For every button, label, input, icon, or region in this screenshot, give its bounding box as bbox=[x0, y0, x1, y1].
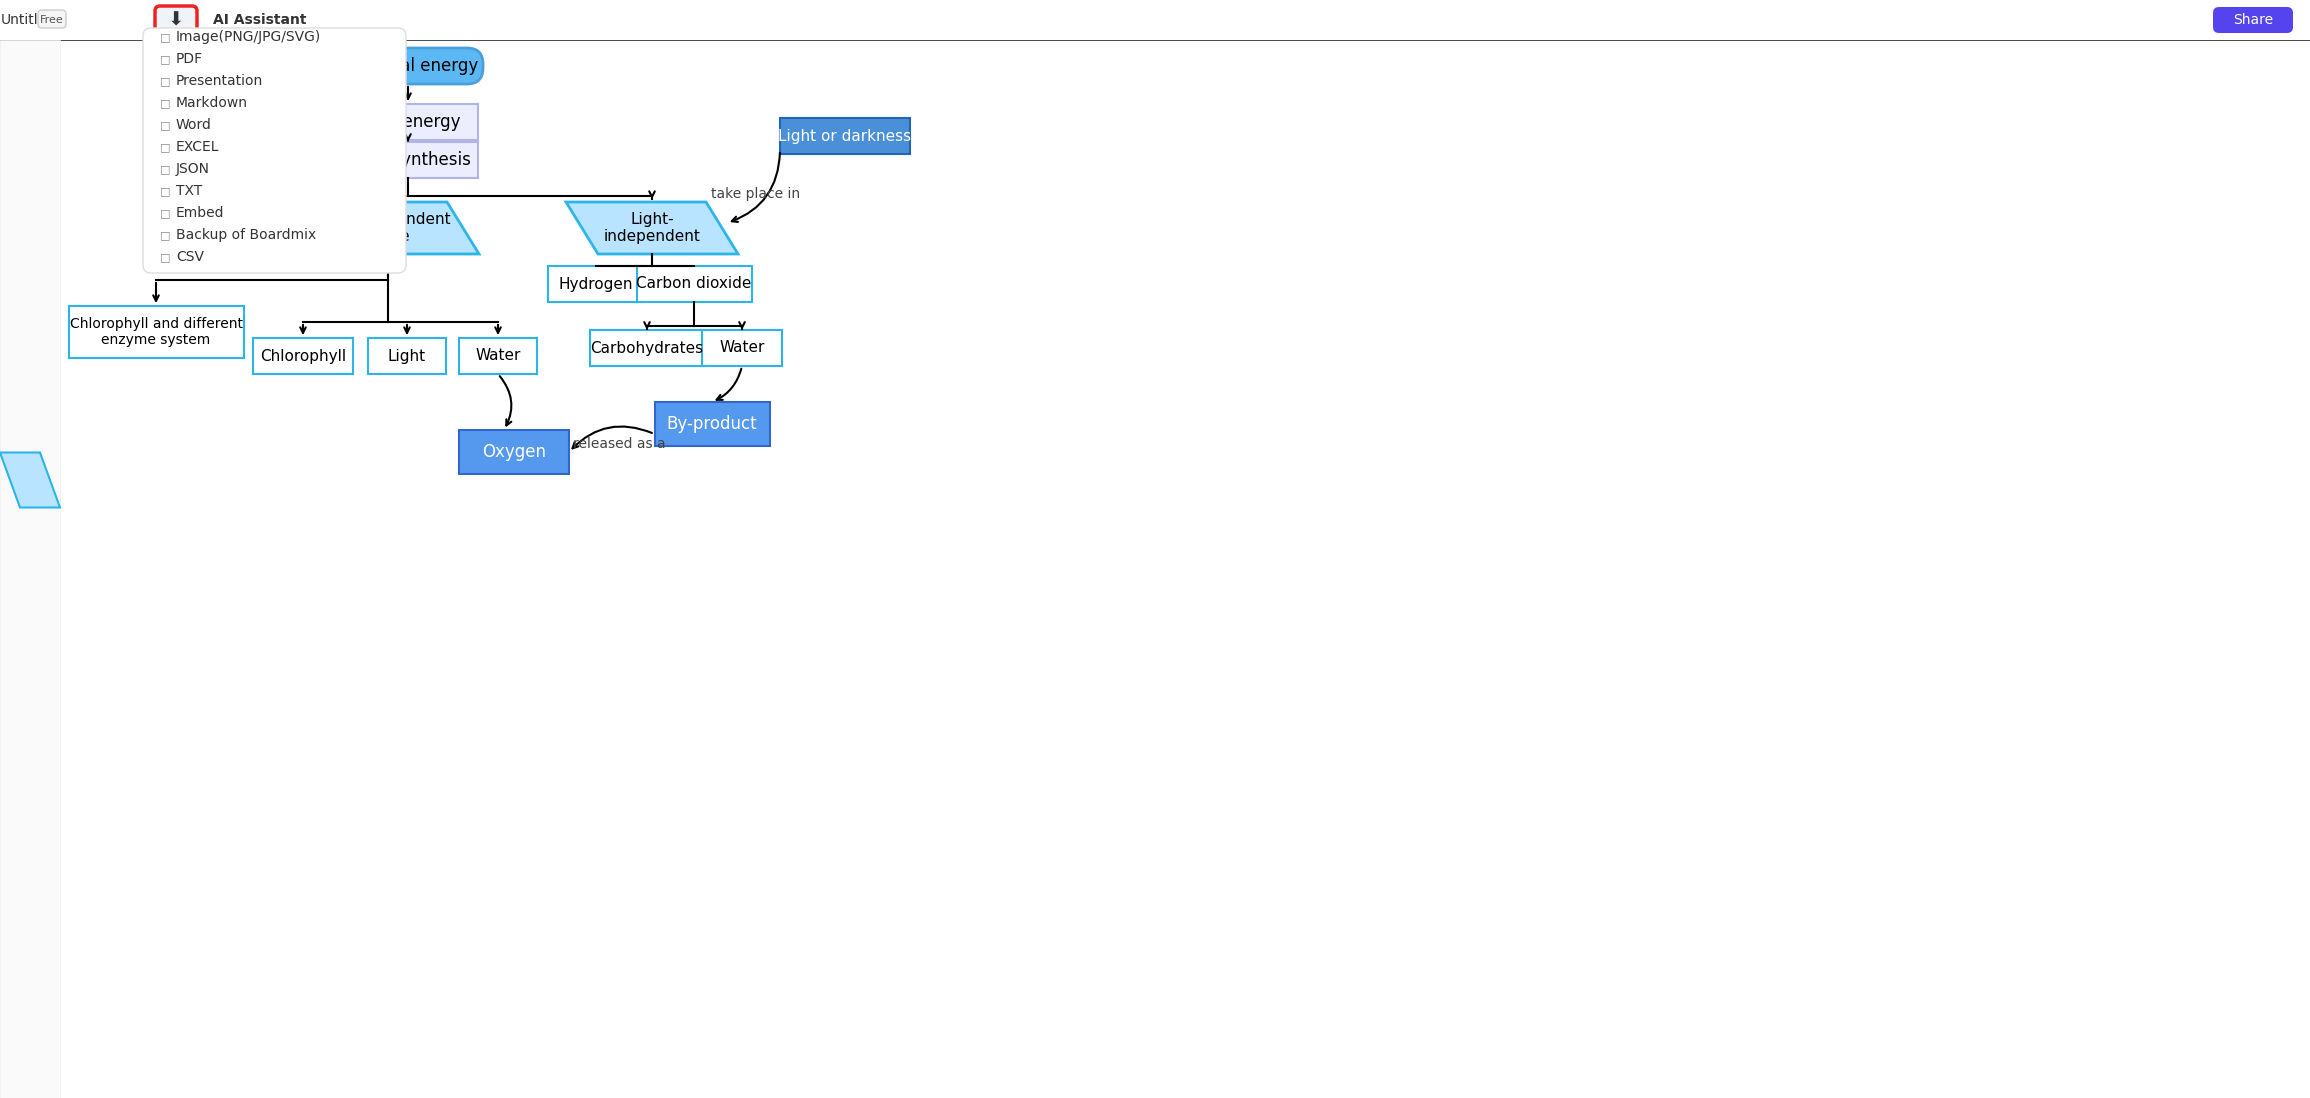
Text: Markdown: Markdown bbox=[176, 96, 247, 110]
Bar bbox=[638, 266, 751, 302]
Text: □: □ bbox=[159, 54, 171, 64]
Text: Presentation: Presentation bbox=[176, 74, 263, 88]
Text: Carbohydrates: Carbohydrates bbox=[591, 340, 705, 356]
Bar bbox=[0, 40, 60, 1098]
Text: □: □ bbox=[159, 253, 171, 262]
Bar bbox=[69, 306, 243, 358]
Bar bbox=[547, 266, 644, 302]
Bar bbox=[254, 338, 353, 374]
Text: □: □ bbox=[159, 164, 171, 173]
Text: □: □ bbox=[159, 142, 171, 152]
Text: Image(PNG/JPG/SVG): Image(PNG/JPG/SVG) bbox=[176, 30, 321, 44]
Text: Chlorophyll and different
enzyme system: Chlorophyll and different enzyme system bbox=[69, 317, 243, 347]
Text: □: □ bbox=[159, 120, 171, 130]
Polygon shape bbox=[298, 202, 478, 254]
Bar bbox=[367, 338, 446, 374]
Text: EXCEL: EXCEL bbox=[176, 141, 219, 154]
Text: Chlorophyll: Chlorophyll bbox=[261, 348, 346, 363]
FancyBboxPatch shape bbox=[37, 10, 67, 29]
FancyBboxPatch shape bbox=[2213, 7, 2294, 33]
Text: AI Assistant: AI Assistant bbox=[213, 13, 307, 27]
Text: Untitled: Untitled bbox=[0, 13, 55, 27]
Text: Hydrogen: Hydrogen bbox=[559, 277, 633, 291]
Bar bbox=[589, 330, 705, 366]
Bar bbox=[654, 402, 769, 446]
Text: □: □ bbox=[159, 98, 171, 108]
Text: Carbon dioxide: Carbon dioxide bbox=[635, 277, 751, 291]
Text: Word: Word bbox=[176, 117, 213, 132]
Text: take place in: take place in bbox=[711, 187, 802, 201]
Text: Share: Share bbox=[2234, 13, 2273, 27]
Bar bbox=[460, 430, 568, 474]
Bar bbox=[702, 330, 783, 366]
Bar bbox=[0, 0, 2310, 40]
Text: Water: Water bbox=[718, 340, 765, 356]
Text: JSON: JSON bbox=[176, 163, 210, 176]
Text: Free: Free bbox=[39, 15, 65, 25]
Text: ⬇: ⬇ bbox=[169, 11, 185, 30]
Text: Solar energy: Solar energy bbox=[356, 113, 460, 131]
Text: Chemical energy: Chemical energy bbox=[337, 57, 478, 75]
Bar bbox=[781, 117, 910, 154]
Text: Backup of Boardmix: Backup of Boardmix bbox=[176, 228, 316, 242]
Text: TXT: TXT bbox=[176, 184, 203, 198]
Text: Light-
independent: Light- independent bbox=[603, 212, 700, 244]
Polygon shape bbox=[0, 452, 60, 507]
Text: Light-dependent
stage: Light-dependent stage bbox=[326, 212, 450, 244]
Text: Oxygen: Oxygen bbox=[483, 442, 545, 461]
Text: □: □ bbox=[159, 186, 171, 197]
Text: PDF: PDF bbox=[176, 52, 203, 66]
Text: CSV: CSV bbox=[176, 250, 203, 264]
Text: released as a: released as a bbox=[573, 437, 665, 451]
Text: □: □ bbox=[159, 76, 171, 86]
Text: Photosynthesis: Photosynthesis bbox=[344, 152, 471, 169]
Text: By-product: By-product bbox=[668, 415, 758, 433]
Bar bbox=[337, 142, 478, 178]
FancyBboxPatch shape bbox=[143, 29, 407, 273]
Bar bbox=[337, 104, 478, 141]
FancyBboxPatch shape bbox=[333, 48, 483, 85]
Polygon shape bbox=[566, 202, 737, 254]
Text: □: □ bbox=[159, 229, 171, 240]
FancyBboxPatch shape bbox=[155, 5, 196, 34]
Text: □: □ bbox=[159, 32, 171, 42]
Text: Embed: Embed bbox=[176, 206, 224, 220]
Text: Water: Water bbox=[476, 348, 520, 363]
Text: Light: Light bbox=[388, 348, 425, 363]
Text: Light or darkness: Light or darkness bbox=[778, 128, 912, 144]
Text: □: □ bbox=[159, 208, 171, 219]
Bar bbox=[460, 338, 536, 374]
